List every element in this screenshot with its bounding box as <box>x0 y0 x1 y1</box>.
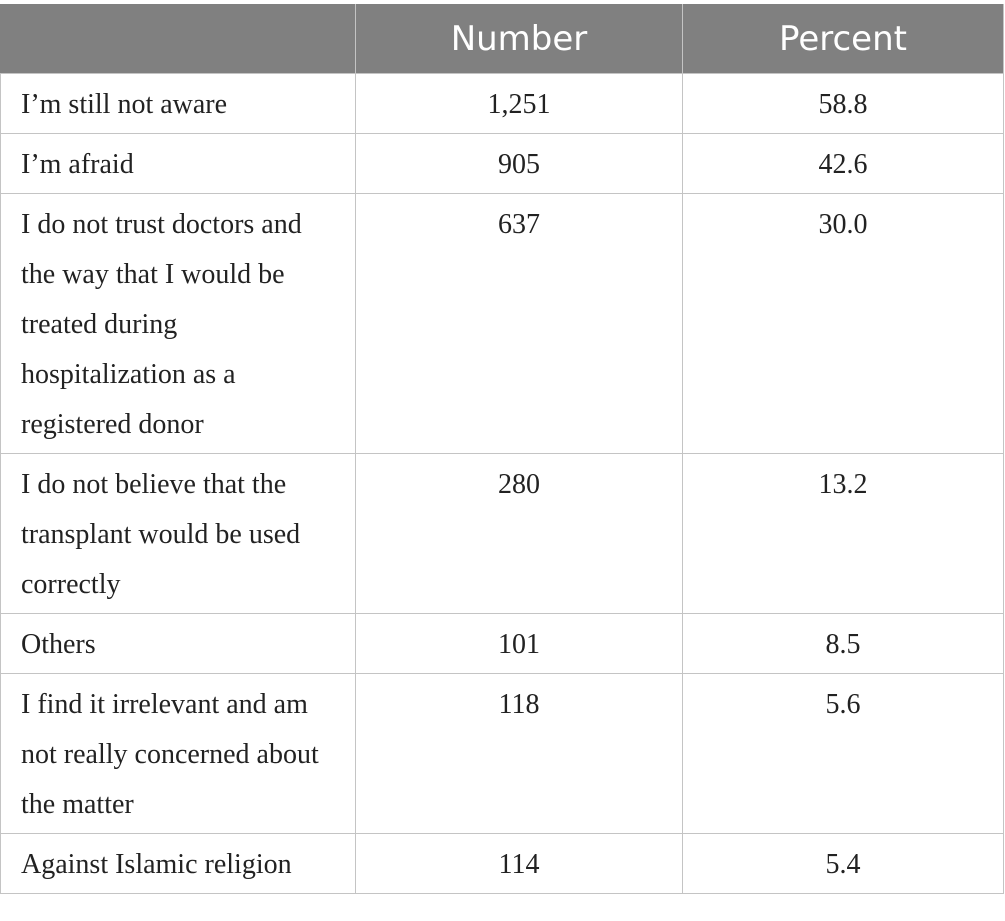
row-number: 118 <box>355 673 683 834</box>
row-percent: 8.5 <box>682 613 1004 674</box>
row-number: 637 <box>355 193 683 454</box>
row-percent: 5.6 <box>682 673 1004 834</box>
header-row: Number Percent <box>0 4 1004 74</box>
row-number: 905 <box>355 133 683 194</box>
row-percent: 58.8 <box>682 73 1004 134</box>
header-cell-percent: Percent <box>682 4 1004 74</box>
row-label: Against Islamic religion <box>0 833 356 894</box>
row-label: I do not trust doctors and the way that … <box>0 193 356 454</box>
row-label: I do not believe that the transplant wou… <box>0 453 356 614</box>
table-row: Others 101 8.5 <box>0 613 1004 674</box>
row-percent: 42.6 <box>682 133 1004 194</box>
row-label: Others <box>0 613 356 674</box>
table-row: I do not trust doctors and the way that … <box>0 193 1004 454</box>
row-number: 280 <box>355 453 683 614</box>
row-percent: 13.2 <box>682 453 1004 614</box>
row-label: I’m still not aware <box>0 73 356 134</box>
data-table-container: Number Percent I’m still not aware 1,251… <box>0 4 1004 894</box>
row-number: 101 <box>355 613 683 674</box>
table-row: I do not believe that the transplant wou… <box>0 453 1004 614</box>
header-cell-number: Number <box>355 4 683 74</box>
row-percent: 30.0 <box>682 193 1004 454</box>
row-label: I’m afraid <box>0 133 356 194</box>
data-table: Number Percent I’m still not aware 1,251… <box>0 4 1004 894</box>
row-percent: 5.4 <box>682 833 1004 894</box>
header-cell-empty <box>0 4 356 74</box>
table-row: I’m afraid 905 42.6 <box>0 133 1004 194</box>
table-header: Number Percent <box>0 4 1004 74</box>
row-number: 114 <box>355 833 683 894</box>
table-row: Against Islamic religion 114 5.4 <box>0 833 1004 894</box>
row-label: I find it irrelevant and am not really c… <box>0 673 356 834</box>
table-row: I find it irrelevant and am not really c… <box>0 673 1004 834</box>
row-number: 1,251 <box>355 73 683 134</box>
table-body: I’m still not aware 1,251 58.8 I’m afrai… <box>0 73 1004 894</box>
table-row: I’m still not aware 1,251 58.8 <box>0 73 1004 134</box>
